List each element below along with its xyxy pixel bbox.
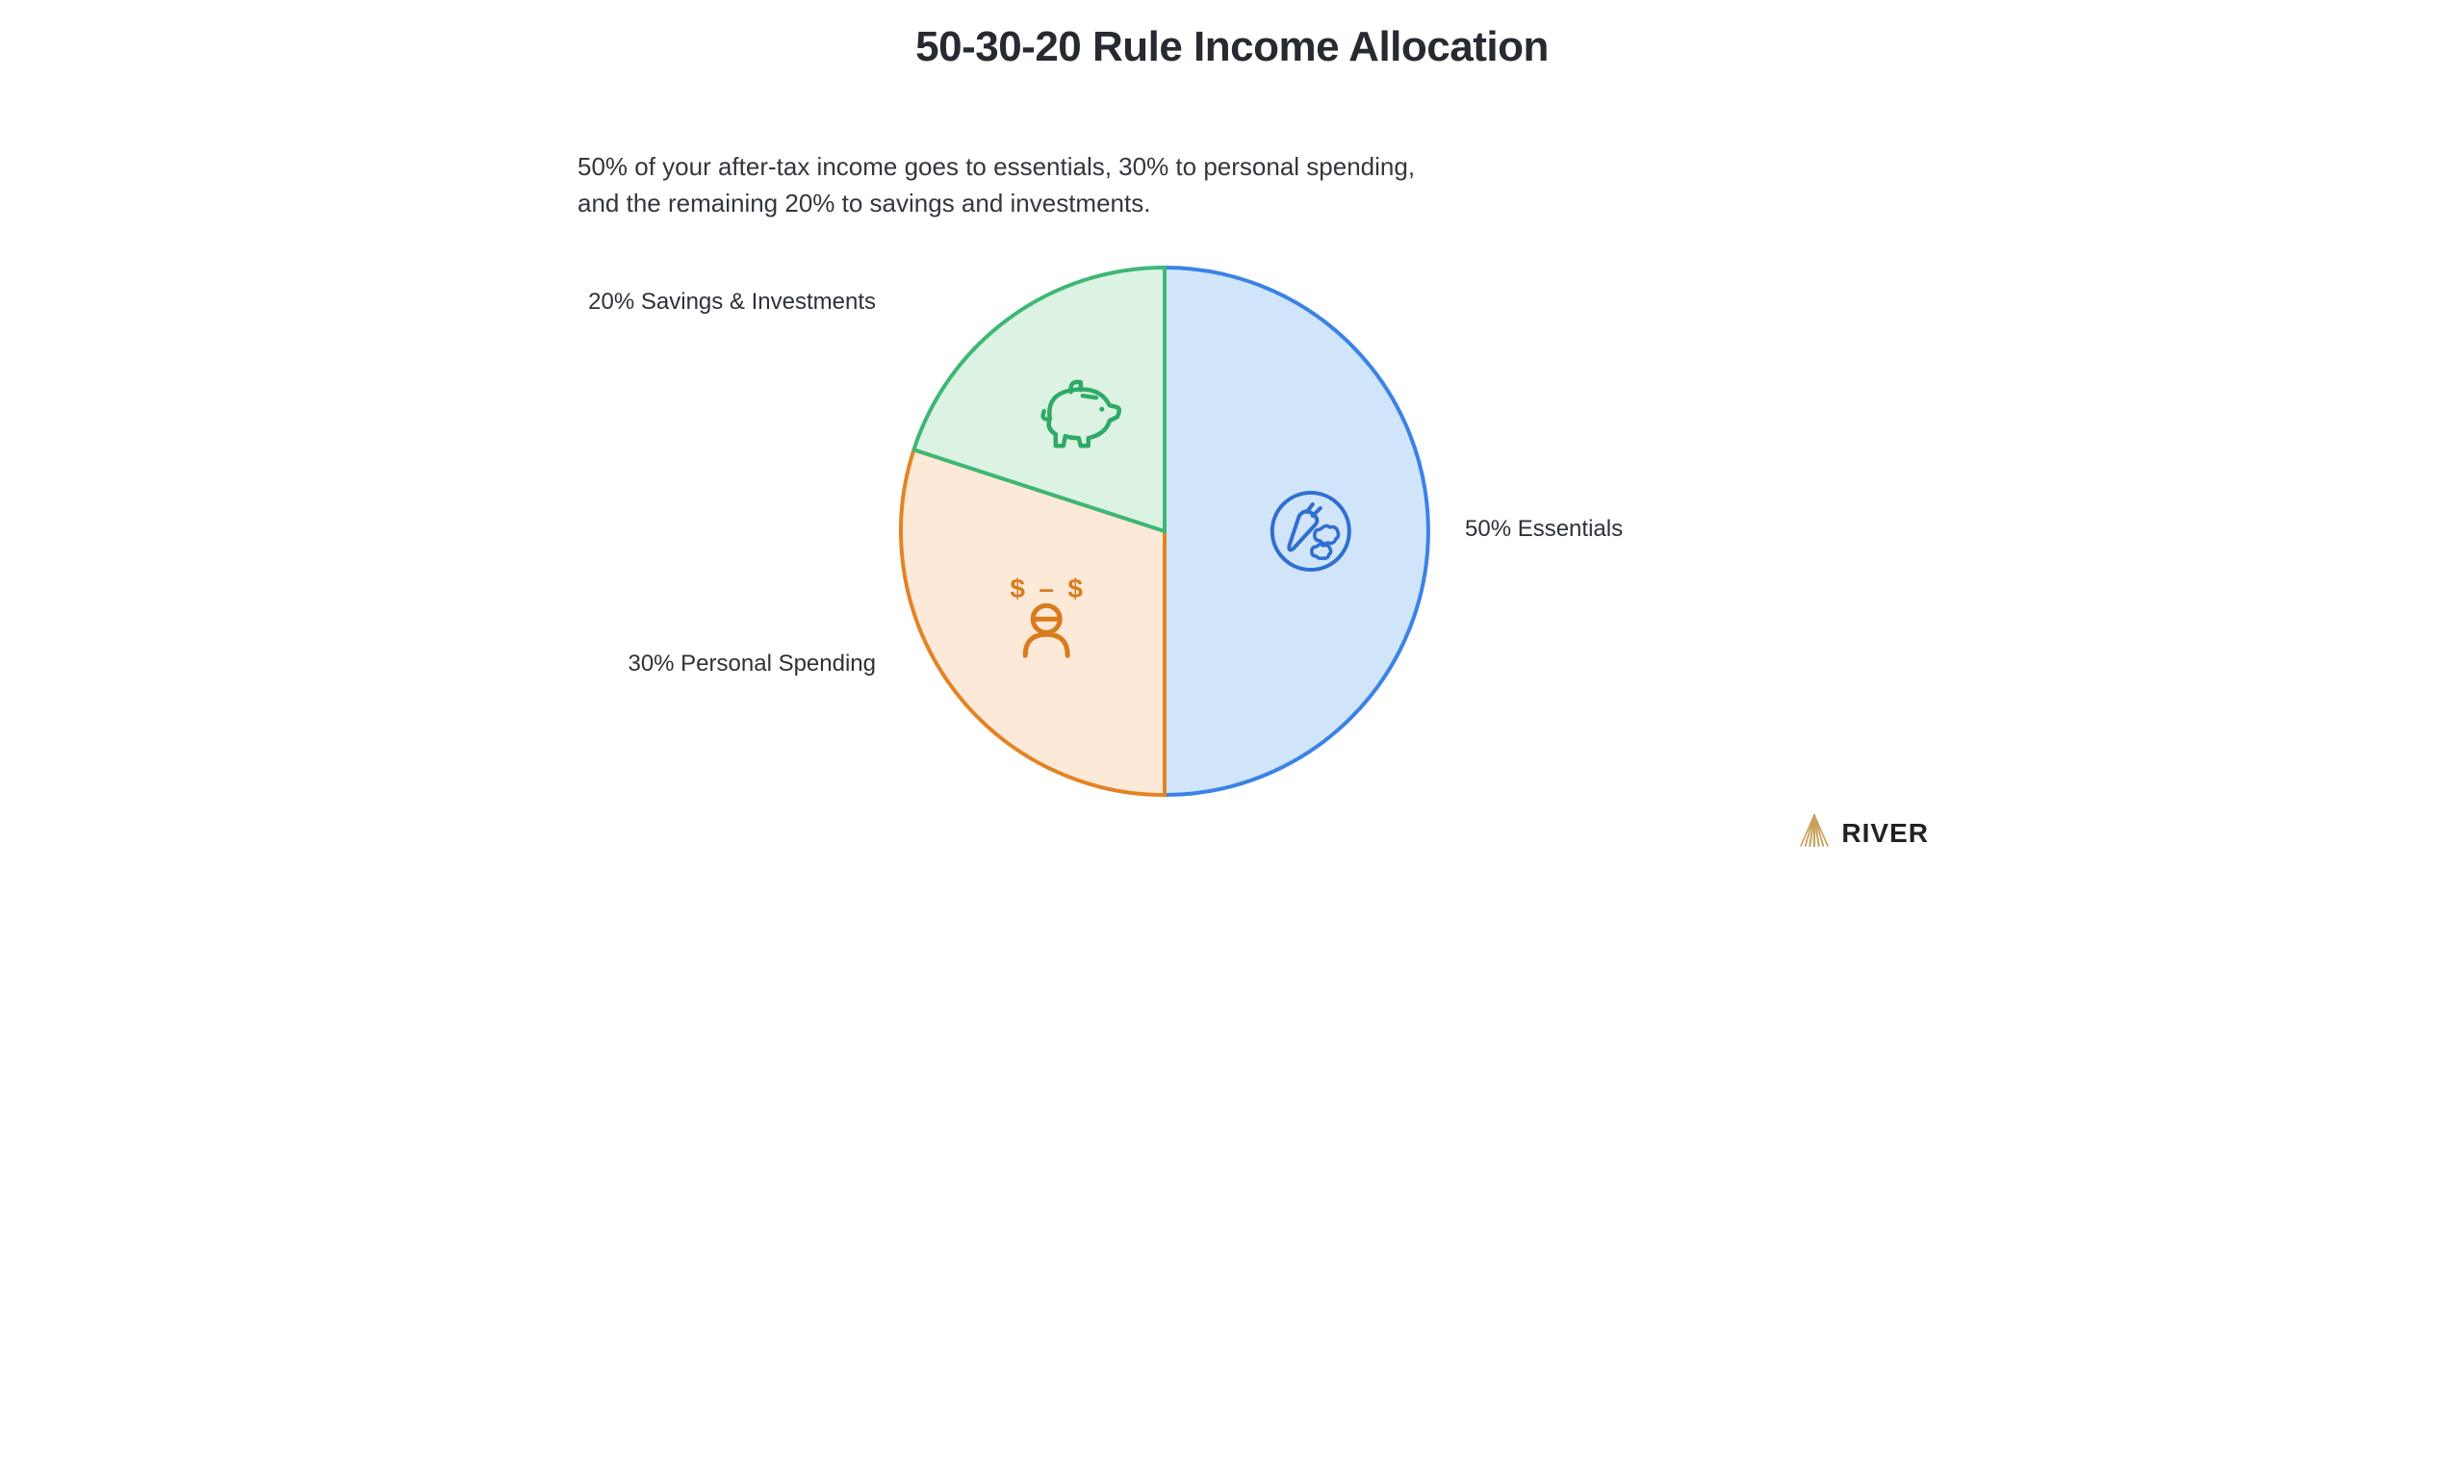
brand: RIVER	[1797, 813, 1929, 853]
svg-text:–: –	[1039, 574, 1054, 603]
pie-slice-essentials	[1165, 268, 1428, 795]
infographic-page: 50-30-20 Rule Income Allocation 50% of y…	[500, 0, 1964, 882]
pie-svg: $–$	[899, 266, 1430, 797]
slice-label-essentials: 50% Essentials	[1465, 516, 1623, 543]
brand-text: RIVER	[1841, 818, 1929, 849]
pie-chart: $–$	[899, 266, 1430, 797]
page-title: 50-30-20 Rule Income Allocation	[500, 23, 1964, 71]
slice-label-savings: 20% Savings & Investments	[588, 289, 876, 316]
slice-label-personal: 30% Personal Spending	[628, 651, 876, 678]
svg-text:$: $	[1010, 574, 1025, 603]
brand-logo-icon	[1797, 813, 1832, 853]
svg-text:$: $	[1067, 574, 1083, 603]
page-subtitle: 50% of your after-tax income goes to ess…	[578, 149, 1415, 221]
